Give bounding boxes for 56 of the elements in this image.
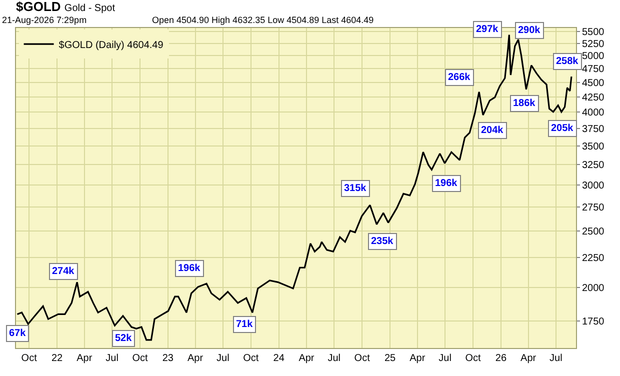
y-tick-label: 3750	[582, 124, 605, 135]
annotation: 258k	[556, 56, 579, 67]
text: Open 4504.90 High 4632.35 Low 4504.89 Last 4604.49	[152, 15, 374, 25]
chart-subtitle: Gold - Spot	[64, 2, 116, 14]
y-tick-label: 2250	[582, 253, 605, 264]
x-tick-label: Apr	[520, 353, 537, 364]
y-tick-label: 4500	[582, 78, 605, 89]
y-tick-label: 1750	[582, 316, 605, 328]
x-tick-label: 23	[162, 353, 174, 364]
annotation: 52k	[115, 333, 132, 344]
x-tick-label: Jul	[106, 353, 118, 364]
x-tick-label: 26	[495, 353, 507, 364]
x-tick-label: Jul	[438, 353, 452, 364]
x-tick-label: Oct	[243, 353, 259, 364]
x-tick-label: 22	[51, 353, 64, 364]
x-tick-label: Oct	[465, 353, 481, 364]
x-tick-label: Jul	[216, 353, 230, 364]
annotation: 205k	[551, 123, 574, 134]
y-tick-label: 4000	[582, 108, 605, 119]
annotation: 186k	[513, 98, 536, 109]
annotation: 235k	[371, 236, 394, 247]
y-tick-label: 2000	[582, 282, 605, 294]
x-tick-label: Jul	[550, 353, 562, 364]
annotation: 297k	[476, 24, 499, 35]
x-tick-label: Apr	[410, 353, 426, 364]
annotation: 315k	[344, 183, 367, 194]
y-tick-label: 5250	[582, 38, 605, 50]
legend-label: $GOLD (Daily) 4604.49	[58, 40, 164, 51]
y-tick-label: 2500	[582, 226, 605, 238]
x-tick-label: Apr	[187, 353, 204, 364]
annotation: 290k	[518, 25, 541, 36]
y-tick-label: 2750	[582, 202, 605, 214]
x-tick-label: 25	[384, 353, 396, 364]
annotation: 196k	[178, 263, 201, 274]
annotation: 196k	[435, 178, 458, 189]
x-tick-label: 24	[273, 353, 285, 364]
x-tick-label: Apr	[298, 353, 315, 364]
y-tick-label: 3500	[582, 141, 605, 152]
y-tick-label: 4750	[582, 64, 605, 76]
y-tick-label: 5500	[582, 27, 605, 38]
x-tick-label: Apr	[76, 353, 93, 364]
x-tick-label: Oct	[21, 353, 38, 364]
y-tick-label: 4250	[582, 92, 605, 104]
x-tick-label: Oct	[354, 353, 370, 364]
annotation: 71k	[236, 319, 254, 330]
annotation: 266k	[448, 72, 471, 83]
annotation: 67k	[9, 328, 26, 339]
x-tick-label: Jul	[328, 353, 341, 364]
annotation: 204k	[481, 125, 504, 136]
y-tick-label: 3000	[582, 180, 605, 192]
chart-title: $GOLD	[16, 0, 61, 14]
y-tick-label: 5000	[582, 51, 605, 62]
text: 21-Aug-2026 7:29pm	[2, 15, 87, 25]
y-tick-label: 3250	[582, 160, 605, 172]
annotation: 274k	[52, 266, 75, 277]
x-tick-label: Oct	[132, 353, 148, 364]
